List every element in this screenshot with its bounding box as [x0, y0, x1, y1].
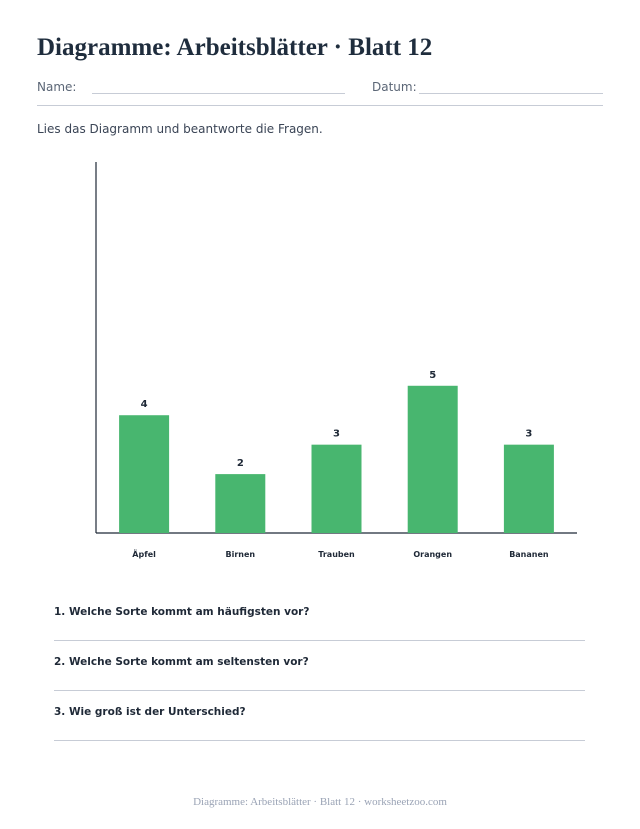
- answer-line-3[interactable]: [54, 740, 585, 741]
- bar: [503, 444, 554, 533]
- bar-value-label: 4: [141, 399, 148, 410]
- x-tick-label: Bananen: [509, 550, 549, 559]
- date-field[interactable]: [419, 93, 603, 94]
- bar: [407, 385, 458, 533]
- x-tick-label: Orangen: [413, 550, 452, 559]
- page-title: Diagramme: Arbeitsblätter · Blatt 12: [37, 34, 433, 61]
- bar-value-label: 3: [333, 429, 340, 440]
- instruction-text: Lies das Diagramm und beantworte die Fra…: [37, 122, 323, 136]
- name-label: Name:: [37, 80, 77, 94]
- footer-text: Diagramme: Arbeitsblätter · Blatt 12 · w…: [193, 796, 447, 808]
- question-3: 3. Wie groß ist der Unterschied?: [54, 706, 246, 718]
- question-1: 1. Welche Sorte kommt am häufigsten vor?: [54, 606, 310, 618]
- answer-line-2[interactable]: [54, 690, 585, 691]
- bar-chart: 4 Äpfel 2 Birnen 3 Trauben 5 Orangen 3 Bananen: [95, 162, 577, 559]
- bar-value-label: 2: [237, 458, 244, 469]
- x-tick-label: Äpfel: [132, 549, 156, 559]
- date-label: Datum:: [372, 80, 417, 94]
- x-tick-label: Birnen: [225, 550, 255, 559]
- name-date-row: Name: Datum:: [37, 80, 603, 100]
- question-2: 2. Welche Sorte kommt am seltensten vor?: [54, 656, 309, 668]
- bar-value-label: 5: [429, 370, 436, 381]
- bar-value-label: 3: [525, 429, 532, 440]
- bar: [215, 474, 266, 533]
- bar: [311, 444, 362, 533]
- bar: [119, 415, 170, 533]
- answer-line-1[interactable]: [54, 640, 585, 641]
- header-divider: [37, 105, 603, 106]
- x-tick-label: Trauben: [318, 550, 355, 559]
- name-field[interactable]: [92, 93, 345, 94]
